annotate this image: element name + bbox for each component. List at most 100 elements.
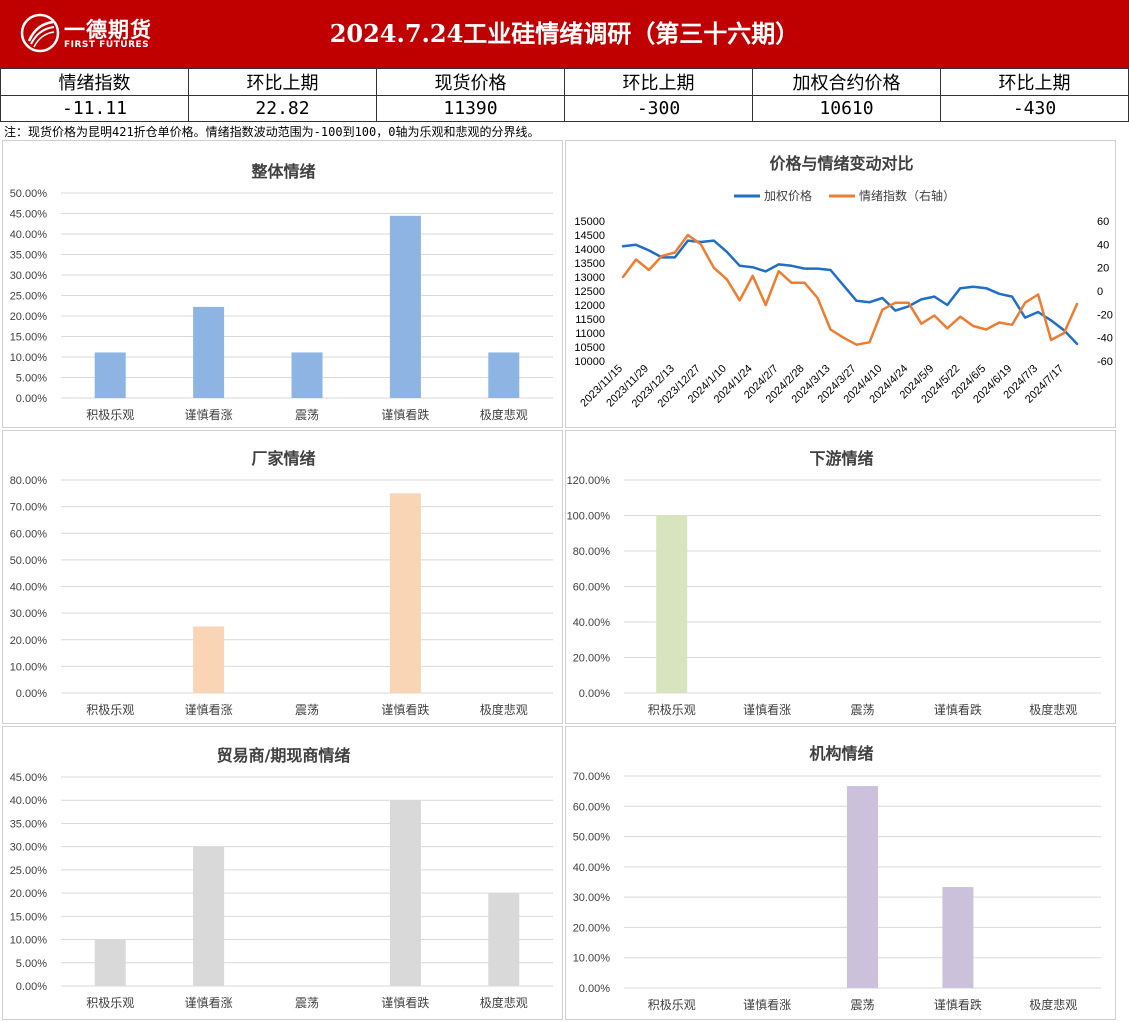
y-tick-label: 35.00% [10,250,48,262]
metrics-header-cell: 环比上期 [940,68,1129,96]
chart-panel-downstream: 下游情绪 0.00% 20.00% 40.00% 60.00% 80.00% 100.00%… [565,430,1116,724]
x-tick-label: 极度悲观 [1029,702,1077,717]
x-tick-label: 谨慎看跌 [381,407,429,422]
legend-label: 情绪指数（右轴） [859,188,955,203]
y-tick-label: 25.00% [10,291,48,303]
metrics-value-cell: 11390 [376,95,565,122]
chart-panel-producer: 厂家情绪 0.00% 10.00% 20.00% 30.00% 40.00% 50.00% 6… [2,430,563,724]
bar [656,515,688,693]
x-tick-label: 谨慎看涨 [185,702,233,717]
chart-producer: 厂家情绪 0.00% 10.00% 20.00% 30.00% 40.00% 50.00% 6… [10,449,553,717]
metrics-value-cell: 22.82 [188,95,377,122]
y-tick-label-left: 14000 [574,244,605,256]
x-tick-label: 震荡 [295,996,319,1010]
y-tick-label-right: 0 [1097,286,1103,298]
y-tick-label-left: 14500 [574,230,605,242]
chart-panel-institution: 机构情绪 0.00% 10.00% 20.00% 30.00% 40.00% 50.00% 6… [565,726,1116,1020]
bar [193,846,225,986]
bar [193,306,225,398]
x-tick-label: 极度悲观 [480,995,528,1010]
metrics-value-cell: 10610 [752,95,941,122]
x-tick-label: 谨慎看涨 [185,995,233,1010]
bar [942,887,974,988]
y-tick-label: 10.00% [573,953,611,965]
y-tick-label: 0.00% [579,983,610,995]
y-tick-label: 60.00% [573,582,611,594]
y-tick-label-left: 10000 [574,356,605,368]
bar [488,352,520,398]
y-tick-label: 0.00% [16,393,47,405]
y-tick-label: 20.00% [10,635,48,647]
bar [94,352,126,398]
y-tick-label-right: -20 [1097,309,1113,321]
bar [847,786,878,988]
y-tick-label: 15.00% [10,332,48,344]
chart-title: 价格与情绪变动对比 [769,154,913,173]
page-title: 2024.7.24工业硅情绪调研（第三十六期） [329,19,800,48]
y-tick-label: 0.00% [579,688,610,700]
chart-downstream: 下游情绪 0.00% 20.00% 40.00% 60.00% 80.00% 100.00%… [567,449,1101,717]
y-tick-label: 70.00% [573,771,611,783]
y-tick-label: 0.00% [16,688,47,700]
y-tick-label-right: -60 [1097,356,1113,368]
x-tick-label: 震荡 [850,703,874,717]
y-tick-label: 20.00% [573,653,611,665]
x-tick-label: 谨慎看涨 [743,702,791,717]
x-tick-label: 积极乐观 [86,703,134,717]
chart-title: 贸易商/期现商情绪 [217,746,351,765]
logo-subtext: FIRST FUTURES [64,40,150,50]
report-header: 一德期货 FIRST FUTURES 2024.7.24工业硅情绪调研（第三十六… [0,0,1129,68]
y-tick-label-right: 40 [1097,239,1109,251]
x-tick-label: 谨慎看跌 [381,995,429,1010]
company-logo-icon [20,13,60,53]
y-tick-label-left: 15000 [574,216,605,228]
y-tick-label: 20.00% [10,888,48,900]
y-tick-label: 25.00% [10,865,48,877]
x-tick-label: 积极乐观 [86,408,134,422]
y-tick-label: 50.00% [10,555,48,567]
metrics-header-cell: 环比上期 [564,68,753,96]
y-tick-label: 20.00% [573,922,611,934]
y-tick-label: 45.00% [10,209,48,221]
chart-title: 下游情绪 [809,449,873,468]
x-tick-label: 极度悲观 [480,702,528,717]
metrics-value-row: -11.11 22.82 11390 -300 10610 -430 [0,95,1129,122]
bar [291,352,323,398]
metrics-header-row: 情绪指数 环比上期 现货价格 环比上期 加权合约价格 环比上期 [0,68,1129,96]
y-tick-label: 30.00% [573,892,611,904]
y-tick-label: 60.00% [10,528,48,540]
y-tick-label: 30.00% [10,842,48,854]
footnote: 注：现货价格为昆明421折仓单价格。情绪指数波动范围为-100到100，0轴为乐… [4,125,540,139]
metrics-header-cell: 环比上期 [188,68,377,96]
y-tick-label: 15.00% [10,911,48,923]
y-tick-label-left: 12500 [574,286,605,298]
bar [389,493,421,693]
metrics-header-cell: 现货价格 [376,68,565,96]
company-logo: 一德期货 FIRST FUTURES [20,8,155,60]
y-tick-label: 10.00% [10,661,48,673]
y-tick-label: 30.00% [10,270,48,282]
y-tick-label: 50.00% [10,188,48,200]
y-tick-label: 40.00% [573,617,611,629]
y-tick-label: 10.00% [10,935,48,947]
x-tick-label: 震荡 [295,408,319,422]
metrics-value-cell: -11.11 [0,95,189,122]
series-line-sentiment [621,233,1079,346]
chart-panel-price-vs-sentiment: 价格与情绪变动对比 加权价格 情绪指数（右轴） 10000 10500 11000 1150… [565,140,1116,428]
series-line-price [621,239,1079,346]
y-tick-label: 10.00% [10,352,48,364]
y-tick-label: 30.00% [10,608,48,620]
y-tick-label: 40.00% [10,795,48,807]
logo-text: 一德期货 [64,18,152,42]
bar [389,800,421,986]
x-tick-label: 积极乐观 [648,703,696,717]
chart-overall: 整体情绪 0.00% 5.00% 10.00% 15.00% 20.00% 25.00% 30… [10,162,553,422]
y-tick-label: 40.00% [573,862,611,874]
x-tick-label: 谨慎看涨 [743,997,791,1012]
y-tick-label: 40.00% [10,229,48,241]
x-tick-label: 谨慎看跌 [934,702,982,717]
x-tick-label: 震荡 [850,998,874,1012]
bar [94,939,126,986]
y-tick-label: 45.00% [10,772,48,784]
